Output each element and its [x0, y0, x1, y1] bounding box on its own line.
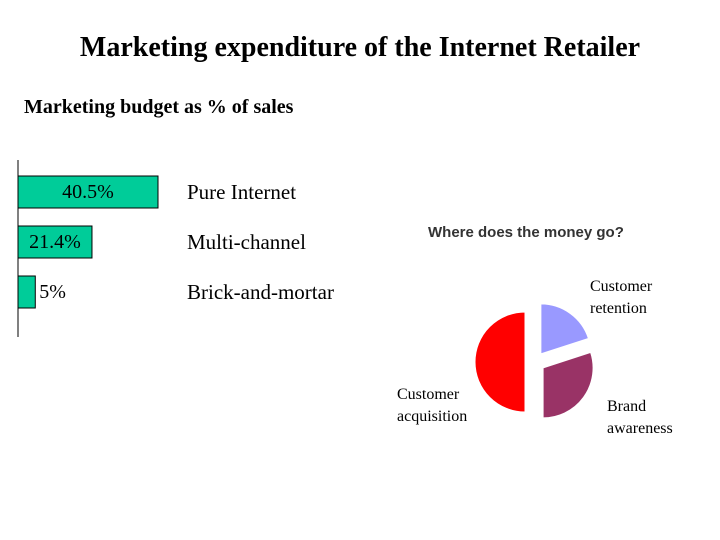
pie-chart-title: Where does the money go?	[428, 224, 624, 241]
category-label: Pure Internet	[187, 180, 297, 204]
value-label: 5%	[39, 281, 66, 303]
category-label: Brick-and-mortar	[187, 280, 334, 304]
pie-slice	[474, 311, 526, 413]
value-label: 40.5%	[62, 181, 114, 203]
bar-chart-title: Marketing budget as % of sales	[24, 96, 294, 118]
slice-label: Brand awareness	[607, 398, 673, 437]
bar	[17, 225, 93, 259]
bar	[17, 175, 159, 209]
pie-slice	[542, 351, 594, 419]
slice-label: Customer acquisition	[397, 386, 468, 425]
bar	[17, 275, 36, 309]
category-label: Multi-channel	[187, 230, 306, 254]
slide-title: Marketing expenditure of the Internet Re…	[79, 32, 641, 63]
value-label: 21.4%	[29, 231, 81, 253]
pie-slice	[540, 303, 590, 355]
slice-label: Customer retention	[590, 278, 653, 317]
